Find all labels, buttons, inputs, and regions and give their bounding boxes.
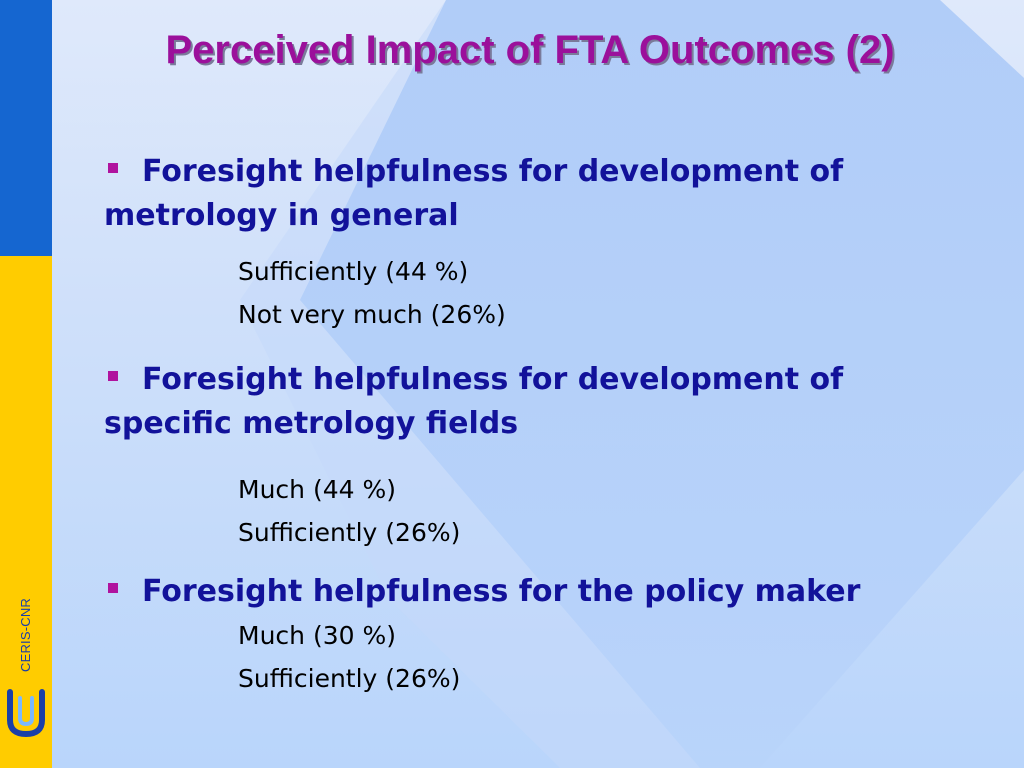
brand-label: CERIS-CNR	[18, 597, 33, 672]
bullet-heading: Foresight helpfulness for development of…	[104, 362, 844, 441]
square-bullet-icon	[108, 163, 118, 173]
left-accent-bar-yellow	[0, 256, 52, 768]
bullet-values: Much (30 %) Sufficiently (26%)	[238, 614, 944, 700]
bullet-values: Sufficiently (44 %) Not very much (26%)	[238, 250, 944, 336]
left-accent-bar-blue	[0, 0, 52, 256]
slide-title: Perceived Impact of FTA Outcomes (2)	[165, 28, 895, 72]
bullet-heading: Foresight helpfulness for development of…	[104, 154, 844, 233]
bullet-item: Foresight helpfulness for development of…	[104, 358, 944, 554]
value-line: Much (30 %)	[238, 621, 396, 650]
bullet-item: Foresight helpfulness for the policy mak…	[104, 570, 944, 700]
value-line: Sufficiently (44 %)	[238, 257, 469, 286]
value-line: Not very much (26%)	[238, 300, 506, 329]
bullet-heading: Foresight helpfulness for the policy mak…	[104, 570, 944, 614]
ceris-cnr-logo-icon	[7, 689, 45, 738]
square-bullet-icon	[108, 371, 118, 381]
square-bullet-icon	[108, 583, 118, 593]
bullet-item: Foresight helpfulness for development of…	[104, 150, 944, 336]
bullet-values: Much (44 %) Sufficiently (26%)	[238, 468, 944, 554]
value-line: Sufficiently (26%)	[238, 664, 461, 693]
value-line: Sufficiently (26%)	[238, 518, 461, 547]
value-line: Much (44 %)	[238, 475, 396, 504]
